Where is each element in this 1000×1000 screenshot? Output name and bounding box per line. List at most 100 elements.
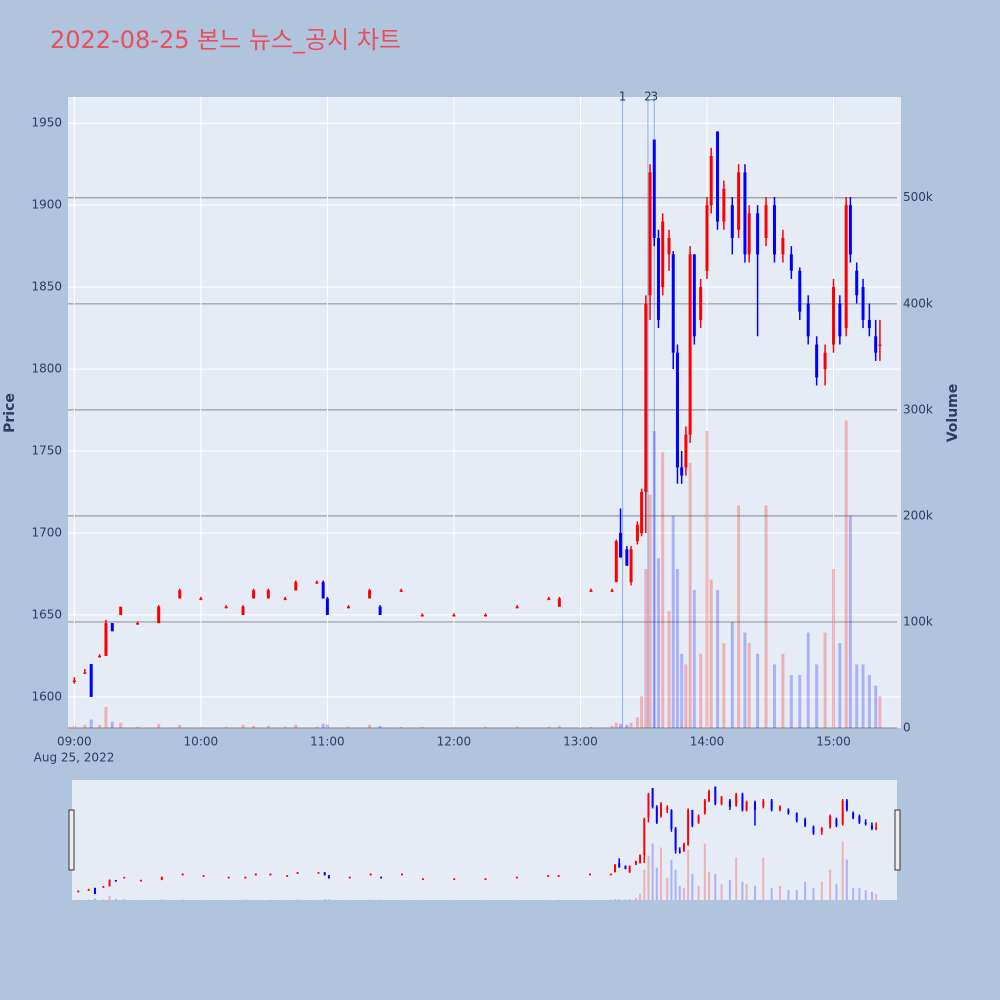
candle-body-slider	[614, 864, 617, 873]
volume-bar-slider	[87, 899, 90, 900]
volume-bar	[798, 674, 802, 728]
candle-body-slider	[647, 794, 650, 818]
volume-bar	[629, 722, 633, 728]
y2-tick-label: 400k	[903, 296, 933, 310]
volume-bar-slider	[639, 893, 642, 900]
x-tick-label: 11:00	[310, 735, 345, 749]
volume-bar-slider	[820, 881, 823, 900]
candle-body	[119, 606, 123, 615]
volume-bar	[688, 462, 692, 728]
candle-body-slider	[453, 878, 456, 880]
x-tick-label: 13:00	[563, 735, 598, 749]
y-tick-label: 1650	[31, 607, 62, 621]
volume-bar-slider	[102, 899, 105, 900]
candle-body-slider	[678, 850, 681, 852]
volume-bar	[420, 726, 424, 728]
x-date-label: Aug 25, 2022	[34, 751, 115, 765]
candle-body-slider	[835, 819, 838, 826]
range-slider[interactable]	[72, 780, 897, 900]
volume-bar-slider	[770, 887, 773, 900]
candle-body-slider	[708, 791, 711, 801]
y2-axis-title: Volume	[945, 384, 961, 443]
candle-body-slider	[254, 873, 257, 876]
volume-bar	[789, 674, 793, 728]
volume-bar-slider	[666, 877, 669, 900]
candle-body	[878, 344, 882, 346]
candle-body-slider	[609, 873, 612, 876]
candle-body	[368, 590, 372, 599]
candle-body	[844, 205, 848, 329]
slider-handle[interactable]	[894, 809, 901, 871]
slider-handle[interactable]	[68, 809, 75, 871]
volume-bar	[625, 724, 629, 728]
volume-bar-slider	[741, 881, 744, 900]
candle-body-slider	[639, 855, 642, 863]
y2-tick-label: 0	[903, 721, 911, 735]
candle-body	[709, 156, 713, 206]
volume-bar	[98, 724, 102, 728]
volume-bar-slider	[753, 885, 756, 900]
y-tick-label: 1950	[31, 116, 62, 130]
candle-body-slider	[369, 873, 372, 876]
volume-bar-slider	[687, 849, 690, 900]
candle-body-slider	[714, 786, 717, 804]
volume-bar	[832, 568, 836, 728]
volume-bar-slider	[691, 873, 694, 900]
candle-body	[699, 287, 703, 320]
candle-body-slider	[588, 873, 591, 876]
candle-body-slider	[269, 873, 272, 876]
volume-bar-slider	[779, 885, 782, 900]
y-tick-label: 1600	[31, 689, 62, 703]
candle-body-slider	[720, 797, 723, 804]
x-tick-label: 15:00	[816, 735, 851, 749]
volume-bar	[716, 590, 720, 728]
volume-bar	[283, 726, 287, 728]
candle-body	[378, 606, 382, 615]
volume-bar	[722, 643, 726, 728]
y2-tick-label: 200k	[903, 508, 933, 522]
candle-body-slider	[820, 828, 823, 832]
candle-body-slider	[864, 822, 867, 824]
candle-body	[861, 287, 865, 320]
volume-bar	[83, 724, 87, 728]
candle-body	[104, 623, 108, 656]
volume-bar-slider	[812, 887, 815, 900]
volume-bar	[661, 452, 665, 728]
candle-body	[199, 598, 203, 601]
candle-body	[547, 598, 551, 601]
candle-body-slider	[845, 800, 848, 810]
volume-bar-slider	[93, 898, 96, 900]
candle-body-slider	[484, 878, 487, 880]
candle-body	[815, 344, 819, 378]
volume-bar-slider	[708, 871, 711, 900]
volume-bar	[515, 726, 519, 728]
y2-tick-label: 500k	[903, 190, 933, 204]
volume-bar	[368, 724, 372, 728]
volume-bar	[547, 726, 551, 728]
volume-bar-slider	[634, 897, 637, 900]
candle-body-slider	[643, 819, 646, 856]
volume-bar	[709, 579, 713, 728]
candle-body-slider	[380, 876, 383, 879]
candle-body	[667, 237, 671, 255]
candle-body	[705, 205, 709, 271]
chart-title: 2022-08-25 본느 뉴스_공시 차트	[50, 26, 401, 54]
candle-body-slider	[741, 794, 744, 810]
candle-body-slider	[674, 828, 677, 851]
candle-body	[772, 205, 776, 255]
candle-body-slider	[762, 800, 765, 807]
volume-bar-slider	[682, 887, 685, 900]
volume-bar	[680, 653, 684, 728]
volume-bar-slider	[745, 883, 748, 900]
candle-body	[98, 655, 102, 658]
volume-bar	[730, 621, 734, 728]
y2-tick-label: 100k	[903, 614, 933, 628]
plot-area	[68, 97, 901, 728]
candle-body-slider	[655, 806, 658, 823]
candle-body	[178, 590, 182, 599]
volume-bar	[452, 726, 456, 728]
y-tick-label: 1750	[31, 444, 62, 458]
volume-bar-slider	[787, 889, 790, 900]
volume-bar	[705, 431, 709, 728]
candle-body-slider	[323, 872, 326, 876]
